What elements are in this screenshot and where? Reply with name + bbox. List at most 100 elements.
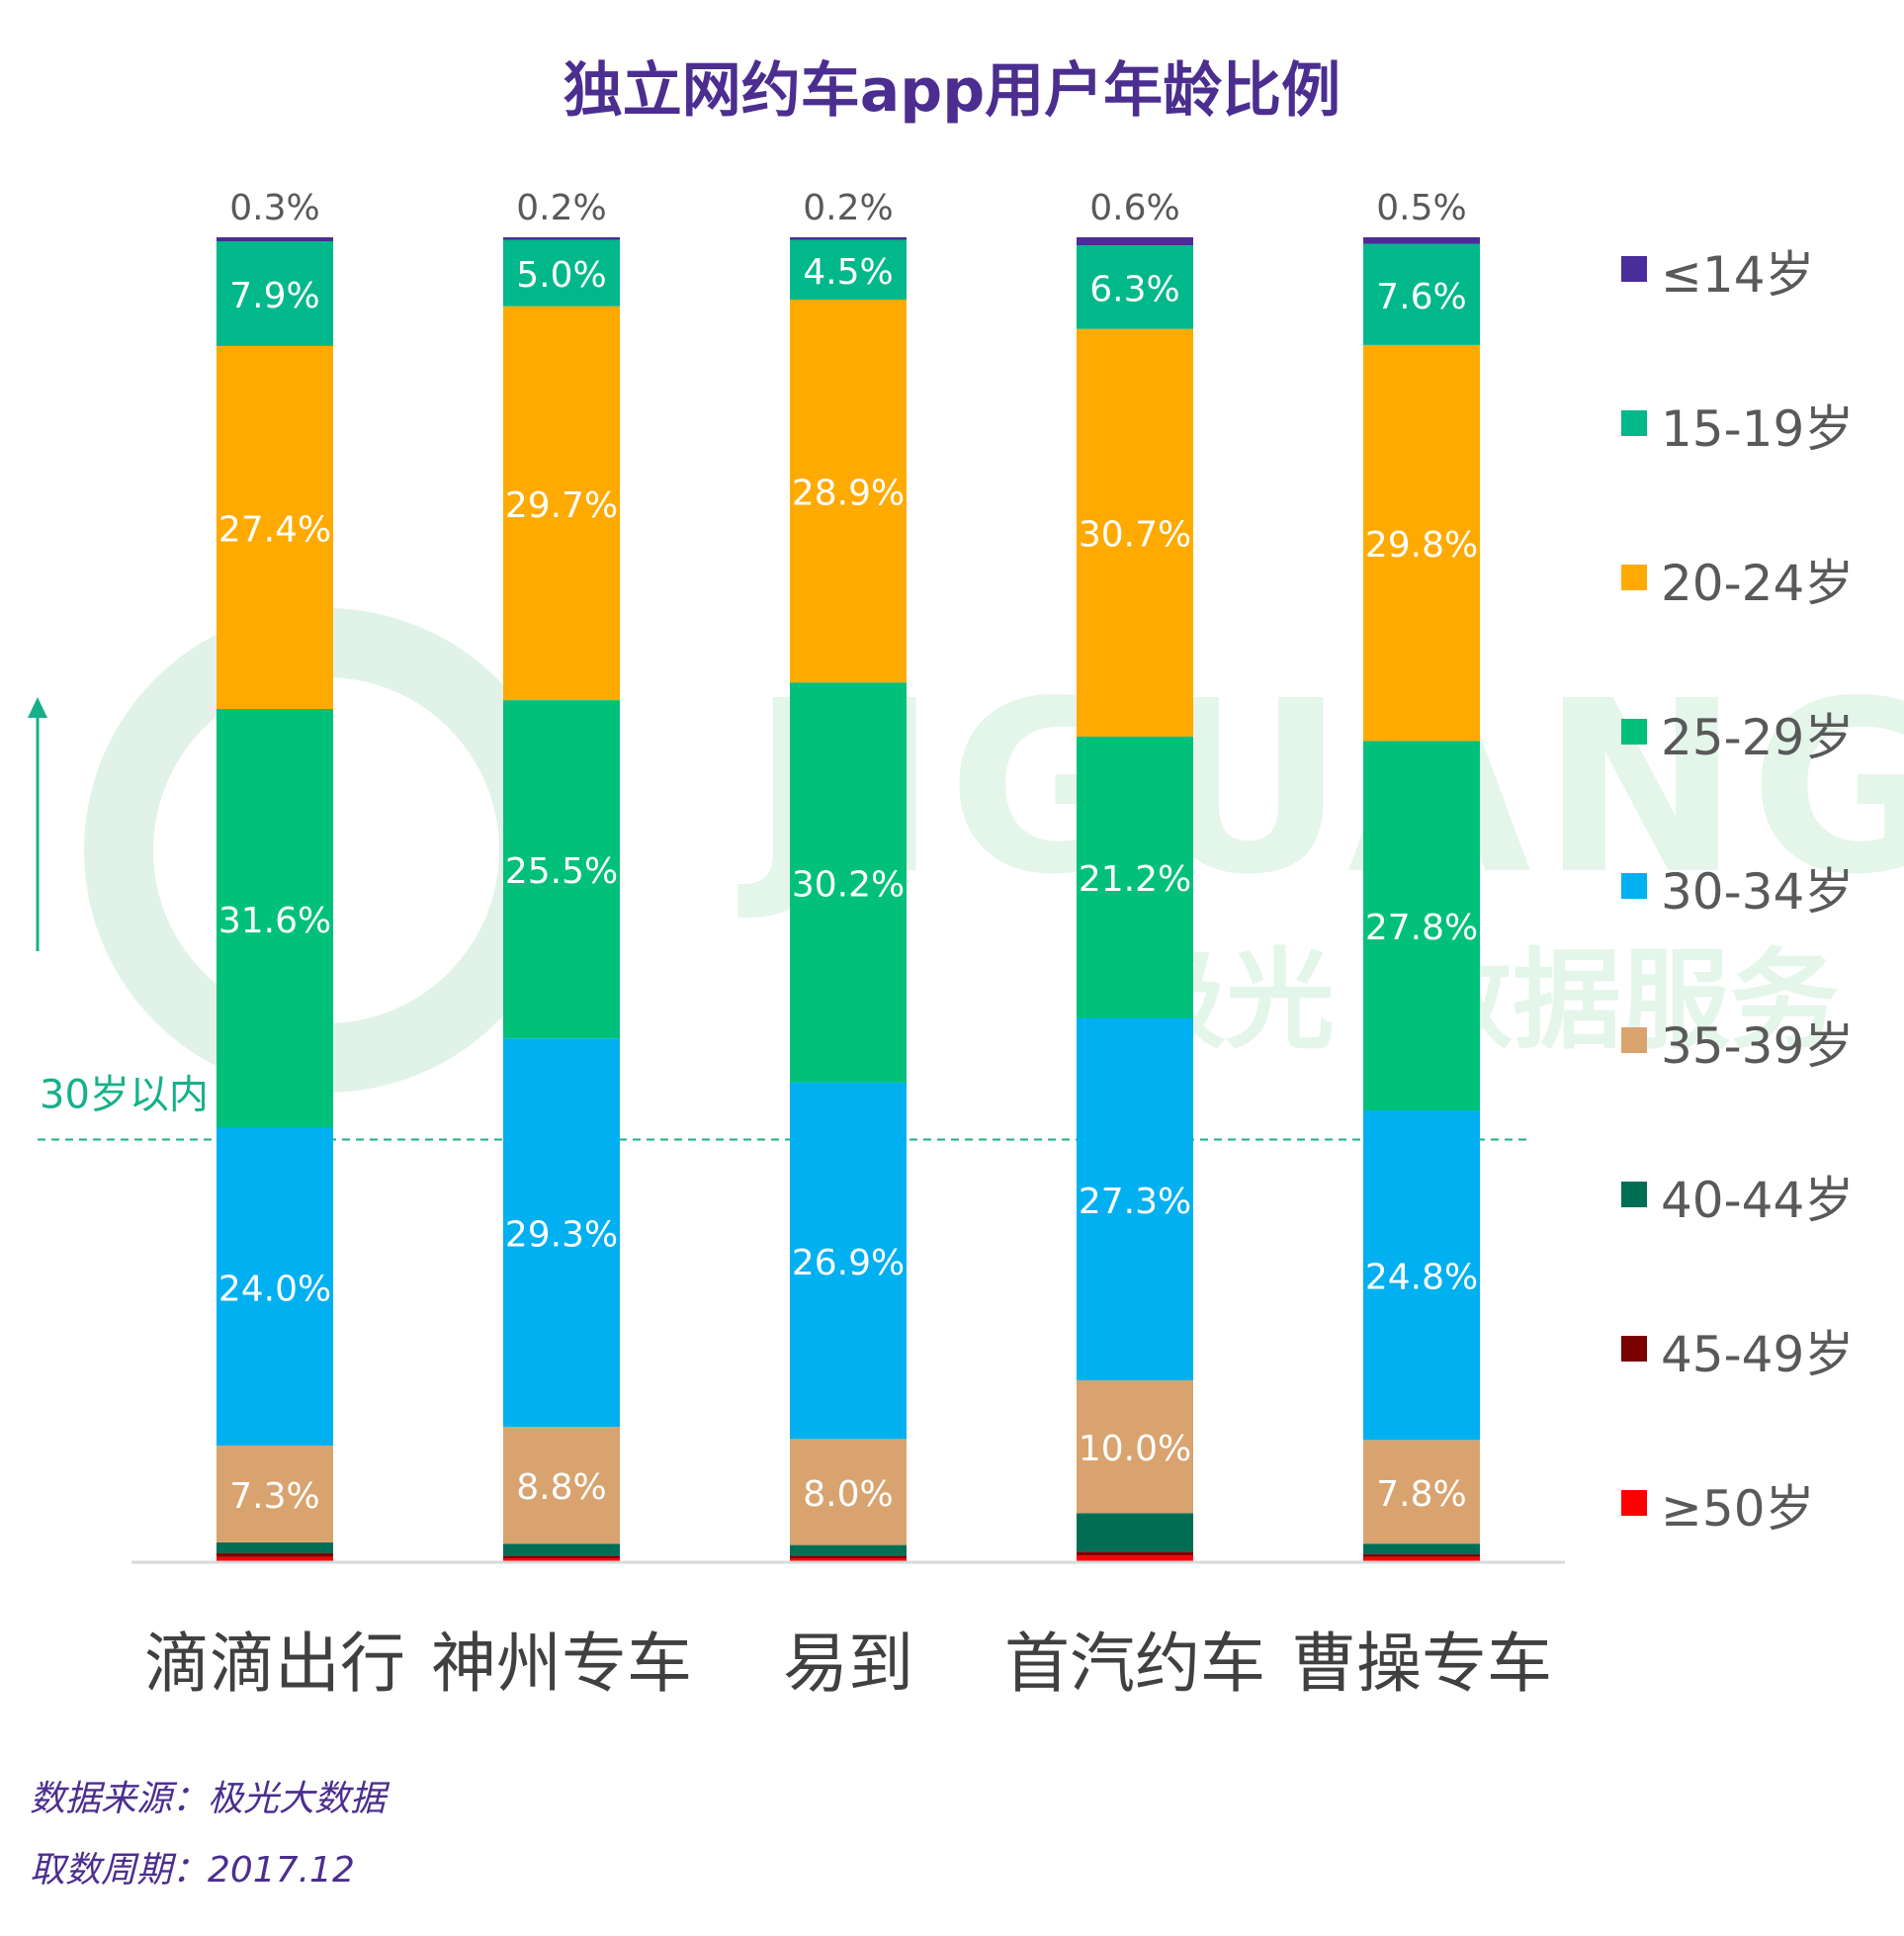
bar-segment bbox=[790, 1557, 907, 1562]
bar-segment bbox=[790, 237, 907, 240]
bar-segment bbox=[1077, 245, 1193, 329]
data-label: 7.3% bbox=[229, 1476, 319, 1517]
legend-label: 40-44岁 bbox=[1661, 1172, 1854, 1229]
bar-segment bbox=[1363, 1440, 1480, 1544]
data-label: 7.9% bbox=[229, 276, 319, 316]
bar-segment bbox=[1363, 741, 1480, 1111]
category-label: 神州专车 bbox=[431, 1626, 692, 1702]
legend-label: 15-19岁 bbox=[1661, 400, 1854, 458]
data-label: 27.8% bbox=[1365, 908, 1478, 948]
legend-swatch bbox=[1621, 410, 1647, 436]
bar-segment bbox=[790, 682, 907, 1083]
bar-segment bbox=[1363, 237, 1480, 244]
bar-segment bbox=[503, 700, 620, 1039]
legend-label: 25-29岁 bbox=[1661, 709, 1854, 766]
legend-swatch bbox=[1621, 719, 1647, 745]
data-label: 4.5% bbox=[803, 252, 893, 293]
data-label: 24.0% bbox=[218, 1269, 331, 1309]
bar-segment bbox=[790, 1555, 907, 1558]
data-label: 30.7% bbox=[1079, 515, 1191, 556]
data-label: 8.8% bbox=[516, 1467, 606, 1508]
bar-segment bbox=[503, 1427, 620, 1544]
legend-swatch bbox=[1621, 873, 1647, 899]
bar-segment bbox=[1077, 736, 1193, 1018]
watermark: JIGUANG 极光 数据服务 bbox=[84, 608, 1904, 1093]
category-label: 首汽约车 bbox=[1004, 1626, 1265, 1702]
data-label: 0.2% bbox=[803, 188, 893, 228]
bar-segment bbox=[790, 1439, 907, 1545]
legend-label: 45-49岁 bbox=[1661, 1326, 1854, 1383]
bar-segment bbox=[216, 237, 333, 242]
bar-segment bbox=[216, 345, 333, 710]
data-label: 29.3% bbox=[505, 1215, 618, 1256]
data-label: 30.2% bbox=[792, 865, 905, 906]
chart-title: 独立网约车app用户年龄比例 bbox=[563, 56, 1341, 126]
bar-segment bbox=[1077, 1551, 1193, 1556]
annotation-arrow-head bbox=[28, 697, 47, 718]
data-label: 0.6% bbox=[1089, 188, 1179, 228]
legend-swatch bbox=[1621, 1490, 1647, 1516]
bar-segment bbox=[216, 1552, 333, 1557]
legend-swatch bbox=[1621, 1336, 1647, 1362]
data-label: 7.8% bbox=[1376, 1474, 1466, 1515]
bar-segment bbox=[1077, 328, 1193, 737]
bar-segment bbox=[790, 1544, 907, 1556]
legend-swatch bbox=[1621, 1027, 1647, 1053]
category-label: 易到 bbox=[783, 1626, 913, 1702]
x-axis-tick-labels: 滴滴出行 神州专车 易到 首汽约车 曹操专车 bbox=[144, 1626, 1552, 1702]
data-label: 5.0% bbox=[516, 255, 606, 296]
data-label: 24.8% bbox=[1365, 1258, 1478, 1298]
bar-segment bbox=[216, 1446, 333, 1542]
bar-segment bbox=[1363, 1553, 1480, 1557]
data-label: 0.5% bbox=[1376, 188, 1466, 228]
category-label: 滴滴出行 bbox=[144, 1626, 405, 1702]
bar-segment bbox=[1363, 344, 1480, 742]
bar-segment bbox=[1077, 1555, 1193, 1562]
under-30-annotation: 30岁以内 bbox=[28, 697, 1527, 1141]
bar-segment bbox=[503, 1555, 620, 1558]
bar-segment bbox=[503, 239, 620, 307]
data-label: 8.0% bbox=[803, 1474, 893, 1515]
bar-segment bbox=[216, 1127, 333, 1447]
bar-segment bbox=[503, 1557, 620, 1562]
bar-segment bbox=[1363, 243, 1480, 345]
bar-segment bbox=[1077, 237, 1193, 246]
data-label: 29.8% bbox=[1365, 525, 1478, 566]
legend-label: 20-24岁 bbox=[1661, 555, 1854, 612]
bar-segment bbox=[503, 1543, 620, 1556]
footer-source: 数据来源：极光大数据 bbox=[30, 1779, 387, 1819]
data-label: 27.4% bbox=[218, 509, 331, 550]
data-label: 10.0% bbox=[1079, 1429, 1191, 1469]
bar-segment bbox=[216, 1556, 333, 1562]
bar-segment bbox=[216, 1541, 333, 1553]
data-label: 28.9% bbox=[792, 474, 905, 514]
bar-segment bbox=[790, 299, 907, 683]
bar-segment bbox=[216, 241, 333, 346]
legend-label: ≥50岁 bbox=[1661, 1480, 1815, 1538]
bar-segment bbox=[503, 306, 620, 701]
legend-label: 35-39岁 bbox=[1661, 1017, 1854, 1075]
data-label: 27.3% bbox=[1079, 1182, 1191, 1222]
legend: ≤14岁 15-19岁 20-24岁 25-29岁 30-34岁 35-39岁 40-44岁… bbox=[1621, 246, 1854, 1538]
bars: 7.3% 24.0% 31.6% 27.4% 7.9% 0.3% 8.8% 29.3% 25.5… bbox=[216, 188, 1480, 1562]
data-label: 26.9% bbox=[792, 1243, 905, 1283]
data-label: 6.3% bbox=[1089, 269, 1179, 309]
bar-segment bbox=[216, 709, 333, 1128]
legend-swatch bbox=[1621, 256, 1647, 282]
bar-segment bbox=[1077, 1017, 1193, 1381]
bar-segment bbox=[503, 1038, 620, 1428]
legend-swatch bbox=[1621, 565, 1647, 590]
data-label: 0.2% bbox=[516, 188, 606, 228]
bar-segment bbox=[790, 239, 907, 300]
data-label: 21.2% bbox=[1079, 859, 1191, 900]
bar-segment bbox=[1363, 1543, 1480, 1554]
data-label: 29.7% bbox=[505, 485, 618, 526]
legend-label: 30-34岁 bbox=[1661, 863, 1854, 921]
watermark-word: JIGUANG bbox=[737, 650, 1904, 926]
bar-segment bbox=[790, 1082, 907, 1440]
category-label: 曹操专车 bbox=[1291, 1626, 1552, 1702]
footer-period: 取数周期：2017.12 bbox=[30, 1850, 355, 1891]
data-label: 7.6% bbox=[1376, 277, 1466, 317]
bar-segment bbox=[1363, 1556, 1480, 1562]
